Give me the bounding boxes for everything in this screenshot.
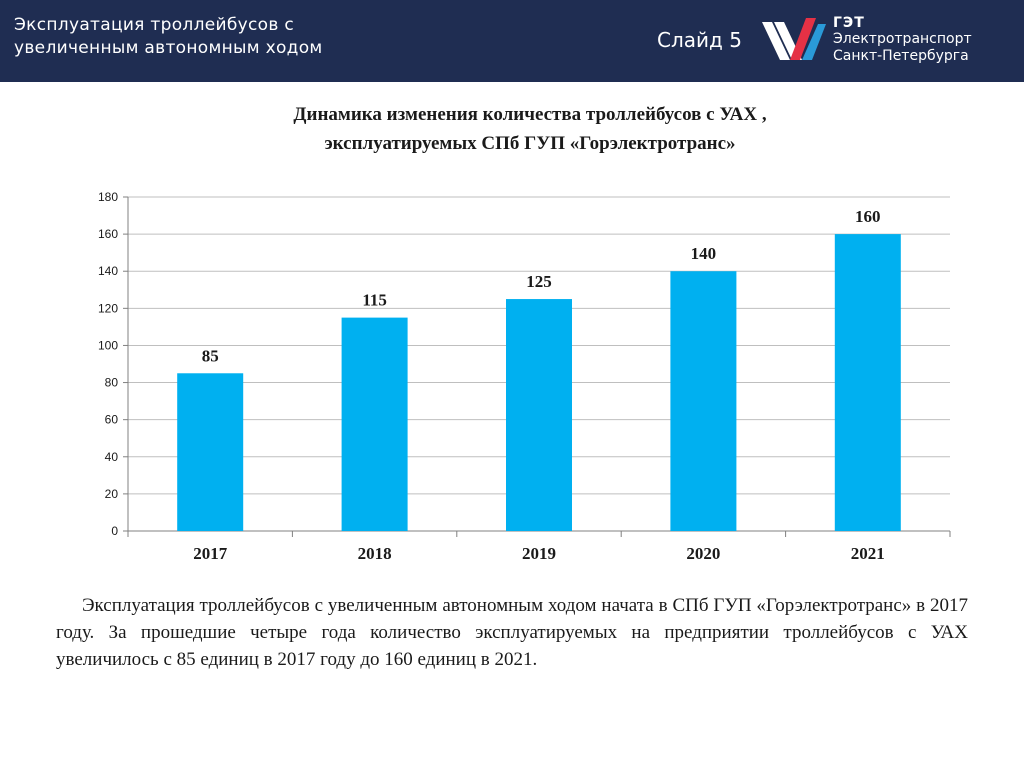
bar-2018	[341, 317, 408, 531]
logo-stripe-white-1	[762, 22, 790, 60]
bar-2021	[834, 234, 901, 531]
get-logo-icon	[762, 18, 826, 60]
bar-2019	[506, 299, 572, 531]
y-tick-label: 180	[98, 190, 118, 204]
header-title: Эксплуатация троллейбусов с увеличенным …	[14, 14, 323, 60]
x-tick-label-2018: 2018	[358, 544, 392, 563]
x-tick-label-2020: 2020	[686, 544, 720, 563]
header-title-line2: увеличенным автономным ходом	[14, 38, 323, 58]
y-tick-label: 40	[105, 450, 119, 464]
y-tick-label: 80	[105, 376, 119, 390]
y-tick-label: 100	[98, 338, 118, 352]
x-tick-label-2017: 2017	[193, 544, 228, 563]
logo-stripe-blue	[802, 24, 826, 60]
data-label-2017: 85	[202, 346, 219, 365]
data-label-2018: 115	[362, 291, 387, 310]
slide-number: Слайд 5	[657, 28, 742, 52]
chart-title-line1: Динамика изменения количества троллейбус…	[293, 104, 767, 125]
logo-line1: Электротранспорт	[833, 31, 972, 47]
y-tick-label: 20	[105, 487, 119, 501]
chart-title-line2: эксплуатируемых СПб ГУП «Горэлектротранс…	[324, 133, 736, 154]
chart-title: Динамика изменения количества троллейбус…	[130, 100, 930, 158]
logo-text: ГЭТ Электротранспорт Санкт-Петербурга	[833, 15, 972, 65]
y-tick-label: 60	[105, 413, 119, 427]
data-label-2020: 140	[691, 244, 717, 263]
y-tick-label: 160	[98, 227, 118, 241]
bar-2017	[177, 373, 244, 531]
y-tick-label: 140	[98, 264, 118, 278]
data-label-2021: 160	[855, 207, 881, 226]
x-tick-label-2019: 2019	[522, 544, 556, 563]
logo-stripe-red	[790, 18, 816, 60]
y-tick-label: 120	[98, 301, 118, 315]
logo-abbreviation: ГЭТ	[833, 15, 865, 31]
x-tick-label-2021: 2021	[851, 544, 885, 563]
bar-2020	[670, 271, 737, 531]
data-label-2019: 125	[526, 272, 552, 291]
header-bar: Эксплуатация троллейбусов с увеличенным …	[0, 0, 1024, 82]
header-title-line1: Эксплуатация троллейбусов с	[14, 15, 295, 35]
logo-line2: Санкт-Петербурга	[833, 48, 969, 64]
caption-paragraph: Эксплуатация троллейбусов с увеличенным …	[56, 595, 968, 670]
y-tick-label: 0	[111, 524, 118, 538]
